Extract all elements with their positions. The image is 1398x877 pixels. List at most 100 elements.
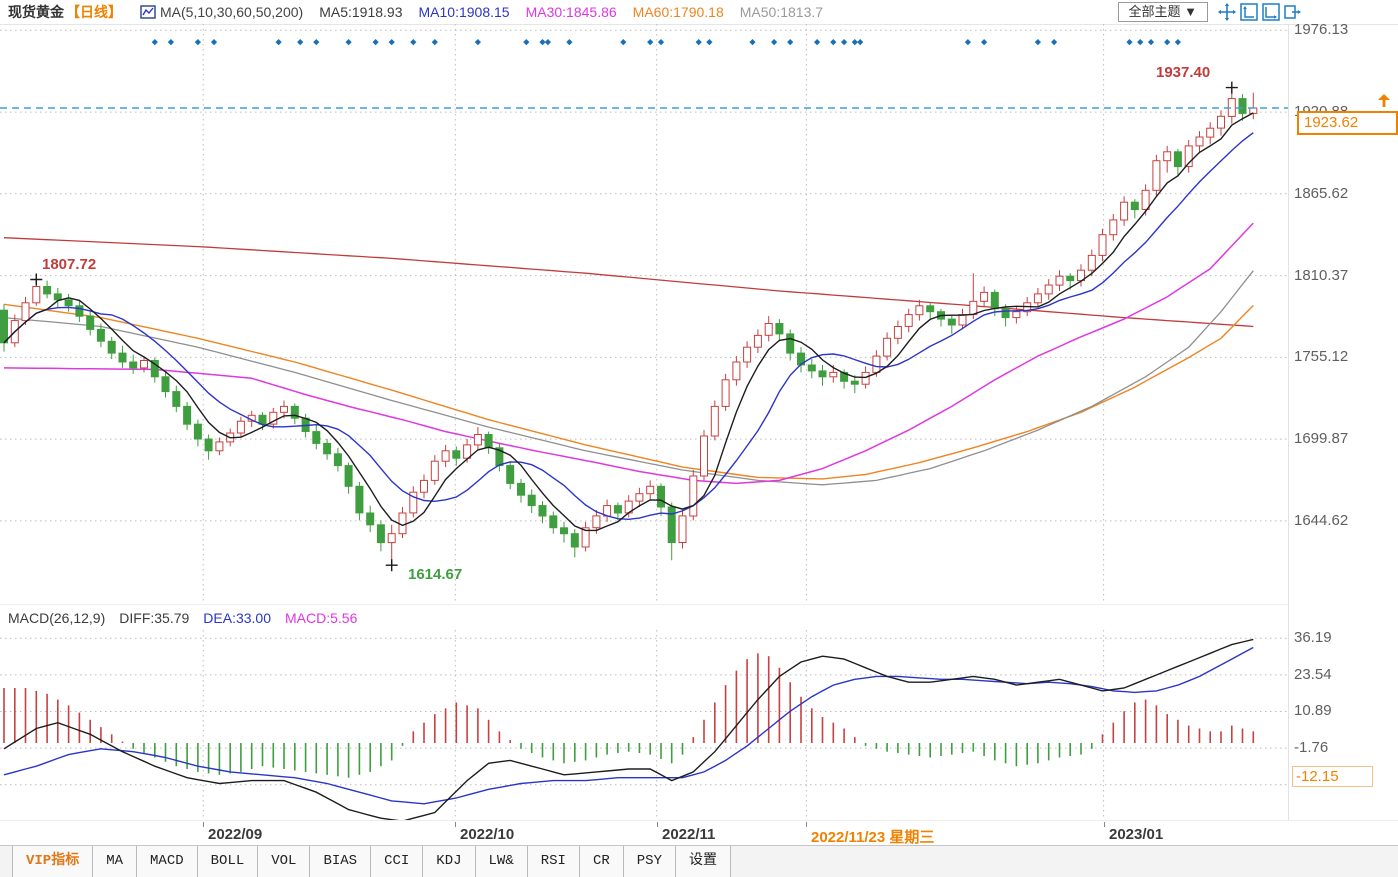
event-marker-dot[interactable] bbox=[695, 39, 702, 46]
candle[interactable] bbox=[366, 505, 375, 533]
event-marker-dot[interactable] bbox=[210, 39, 218, 46]
candle[interactable] bbox=[172, 385, 181, 413]
main-chart-canvas[interactable] bbox=[0, 24, 1288, 604]
candle[interactable] bbox=[53, 288, 62, 308]
macd-chart-canvas[interactable] bbox=[0, 630, 1288, 820]
candle[interactable] bbox=[527, 489, 536, 513]
candle[interactable] bbox=[517, 478, 525, 503]
event-marker-dot[interactable] bbox=[372, 39, 379, 46]
candle[interactable] bbox=[290, 403, 299, 425]
indicator-tab-cci[interactable]: CCI bbox=[371, 846, 424, 877]
event-marker-dot[interactable] bbox=[313, 39, 320, 46]
candle[interactable] bbox=[430, 455, 439, 485]
candle[interactable] bbox=[64, 293, 73, 312]
indicator-tab-psy[interactable]: PSY bbox=[623, 846, 676, 877]
candle[interactable] bbox=[646, 480, 655, 500]
candle[interactable] bbox=[775, 319, 784, 342]
candle[interactable] bbox=[506, 461, 515, 490]
candle[interactable] bbox=[1033, 288, 1042, 308]
candle[interactable] bbox=[96, 323, 105, 348]
candle[interactable] bbox=[883, 332, 892, 361]
theme-dropdown-button[interactable]: 全部主题 ▼ bbox=[1117, 2, 1208, 22]
indicator-tab-rsi[interactable]: RSI bbox=[527, 846, 580, 877]
candle[interactable] bbox=[473, 427, 482, 450]
candle[interactable] bbox=[538, 501, 547, 524]
candle[interactable] bbox=[1066, 273, 1075, 290]
event-marker-dot[interactable] bbox=[620, 39, 627, 46]
candle[interactable] bbox=[743, 341, 752, 368]
event-marker-dot[interactable] bbox=[345, 39, 352, 46]
candle[interactable] bbox=[721, 373, 730, 411]
candle[interactable] bbox=[926, 302, 935, 320]
candle[interactable] bbox=[635, 487, 644, 507]
event-marker-dot[interactable] bbox=[1174, 39, 1181, 46]
indicator-tab-boll[interactable]: BOLL bbox=[197, 846, 259, 877]
candle[interactable] bbox=[215, 437, 224, 456]
indicator-tab-lw[interactable]: LW& bbox=[475, 846, 528, 877]
y-axis-scale-icon[interactable] bbox=[1239, 3, 1258, 22]
crosshair-icon[interactable] bbox=[1217, 3, 1236, 22]
event-marker-dot[interactable] bbox=[1034, 39, 1041, 46]
candle[interactable] bbox=[980, 286, 989, 308]
indicator-tab-cr[interactable]: CR bbox=[579, 846, 624, 877]
event-marker-dot[interactable] bbox=[151, 39, 158, 46]
event-marker-dot[interactable] bbox=[523, 39, 530, 46]
candle[interactable] bbox=[1163, 145, 1172, 173]
event-marker-dot[interactable] bbox=[388, 39, 395, 46]
candle[interactable] bbox=[786, 329, 795, 361]
event-marker-dot[interactable] bbox=[275, 39, 282, 46]
indicator-tab-[interactable]: 设置 bbox=[675, 846, 731, 877]
event-marker-dot[interactable] bbox=[749, 39, 756, 46]
event-marker-dot[interactable] bbox=[410, 39, 417, 46]
candle[interactable] bbox=[1044, 279, 1053, 300]
event-marker-dot[interactable] bbox=[647, 39, 654, 46]
candle[interactable] bbox=[236, 416, 245, 438]
candle[interactable] bbox=[1184, 140, 1193, 173]
export-icon[interactable] bbox=[1283, 3, 1302, 22]
candle[interactable] bbox=[452, 446, 461, 466]
candle[interactable] bbox=[43, 280, 52, 299]
event-marker-dot[interactable] bbox=[706, 39, 713, 46]
event-marker-dot[interactable] bbox=[474, 39, 481, 46]
candle[interactable] bbox=[1249, 92, 1258, 120]
candle[interactable] bbox=[678, 510, 687, 549]
candle[interactable] bbox=[710, 400, 719, 441]
candle[interactable] bbox=[312, 425, 321, 450]
candle[interactable] bbox=[904, 308, 913, 333]
candle[interactable] bbox=[1012, 305, 1021, 324]
indicator-tab-bias[interactable]: BIAS bbox=[310, 846, 372, 877]
event-marker-dot[interactable] bbox=[830, 39, 837, 46]
candle[interactable] bbox=[409, 486, 418, 518]
candle[interactable] bbox=[1206, 122, 1215, 145]
candle[interactable] bbox=[807, 359, 816, 379]
candle[interactable] bbox=[1217, 110, 1225, 136]
indicator-tab-ma[interactable]: MA bbox=[93, 846, 138, 877]
candle[interactable] bbox=[183, 402, 192, 431]
candle[interactable] bbox=[193, 419, 202, 447]
candle[interactable] bbox=[495, 443, 504, 472]
candle[interactable] bbox=[603, 499, 612, 522]
candle[interactable] bbox=[75, 301, 84, 322]
event-marker-dot[interactable] bbox=[981, 39, 988, 46]
event-marker-dot[interactable] bbox=[194, 39, 201, 46]
candle[interactable] bbox=[947, 314, 956, 334]
candle[interactable] bbox=[1109, 214, 1118, 241]
candle[interactable] bbox=[1055, 270, 1064, 291]
candle[interactable] bbox=[560, 521, 568, 543]
event-marker-dot[interactable] bbox=[1137, 39, 1144, 46]
candle[interactable] bbox=[1001, 304, 1010, 327]
candle[interactable] bbox=[581, 521, 590, 552]
event-marker-dot[interactable] bbox=[539, 39, 546, 46]
candle[interactable] bbox=[1173, 148, 1182, 176]
event-marker-dot[interactable] bbox=[297, 39, 304, 46]
indicator-tab-macd[interactable]: MACD bbox=[137, 846, 198, 877]
candle[interactable] bbox=[344, 462, 353, 494]
candle[interactable] bbox=[376, 520, 385, 552]
candle[interactable] bbox=[667, 502, 676, 561]
candle[interactable] bbox=[107, 336, 116, 359]
candle[interactable] bbox=[1130, 199, 1139, 219]
candle[interactable] bbox=[355, 481, 364, 521]
event-marker-dot[interactable] bbox=[544, 39, 551, 46]
indicator-tab-vol[interactable]: VOL bbox=[258, 846, 311, 877]
event-marker-dot[interactable] bbox=[167, 39, 174, 46]
